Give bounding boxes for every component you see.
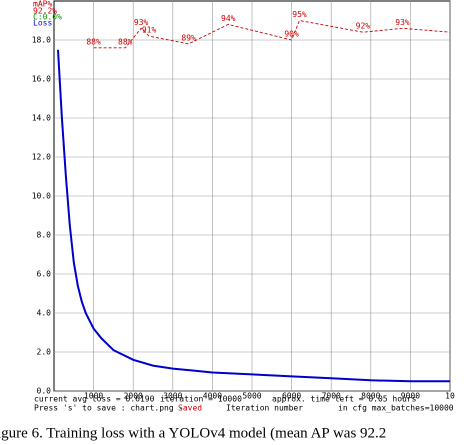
x-tick-label: 2000 [124, 392, 143, 401]
map-value-label: 91% [142, 26, 157, 35]
map-value-label: 89% [181, 33, 196, 42]
annotation: C:0.0% [33, 13, 62, 22]
y-tick-label: 14.0 [32, 114, 51, 123]
legend-label: mAP% [33, 0, 52, 9]
y-tick-label: 4.0 [37, 309, 52, 318]
x-tick-label: 5000 [242, 392, 261, 401]
status-loss: current avg loss = 0.6190 [34, 395, 155, 404]
save-text: Press 's' to save : chart.png - [34, 404, 183, 413]
map-value-label: 90% [284, 30, 299, 39]
map-value-label: 92% [356, 22, 371, 31]
x-tick-label: 8000 [361, 392, 380, 401]
y-tick-label: 18.0 [32, 36, 51, 45]
x-tick-label: 6000 [282, 392, 301, 401]
map-value-label: 88% [118, 37, 133, 46]
map-value-label: 93% [134, 18, 149, 27]
x-tick-label: 4000 [203, 392, 222, 401]
map-line [93, 19, 451, 49]
x-tick-label: 1000 [84, 392, 103, 401]
y-tick-label: 16.0 [32, 75, 51, 84]
y-tick-label: 10.0 [32, 192, 51, 201]
annotation: 92.2% [33, 7, 57, 16]
map-value-label: 88% [86, 37, 101, 46]
status-time: approx. time left = 0.05 hours [272, 395, 417, 404]
save-status: Saved [178, 404, 202, 413]
x-axis-label: Iteration number [226, 404, 303, 413]
map-value-label: 94% [221, 14, 236, 23]
x-tick-label: 3000 [163, 392, 182, 401]
y-tick-label: 8.0 [37, 231, 52, 240]
status-iteration: iteration = 10000 [160, 395, 242, 404]
legend-label: Loss [33, 19, 52, 28]
x-tick-label: 9000 [401, 392, 420, 401]
x-tick-label: 10 [445, 392, 455, 401]
y-tick-label: 2.0 [37, 348, 52, 357]
cfg-text: in cfg max_batches=10000 [338, 404, 454, 413]
loss-line [57, 49, 450, 383]
x-tick-label: 7000 [322, 392, 341, 401]
y-tick-label: 12.0 [32, 153, 51, 162]
y-tick-label: 6.0 [37, 270, 52, 279]
map-value-label: 93% [395, 18, 410, 27]
caption: igure 6. Training loss with a YOLOv4 mod… [0, 425, 386, 441]
y-tick-label: 0.0 [37, 387, 52, 396]
map-value-label: 95% [292, 10, 307, 19]
